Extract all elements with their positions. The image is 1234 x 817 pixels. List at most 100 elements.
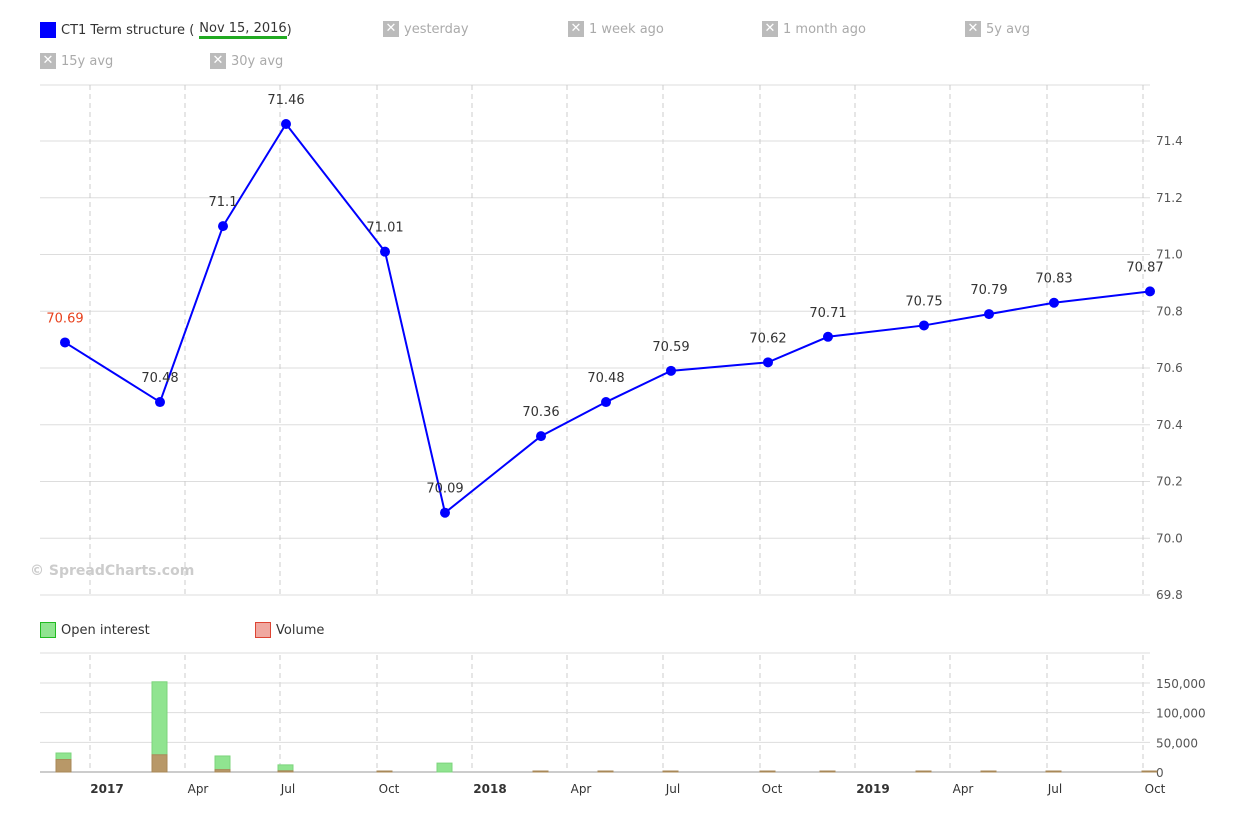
legend-swatch <box>255 622 271 638</box>
legend-volume[interactable]: Volume <box>255 622 324 638</box>
data-label: 70.69 <box>46 311 83 326</box>
data-point <box>1049 297 1059 308</box>
data-point <box>536 431 546 442</box>
volume-bar <box>214 769 231 773</box>
data-label: 70.36 <box>522 405 559 420</box>
legend-main-label: CT1 Term structure ( <box>61 22 195 38</box>
x-tick-label: Jul <box>1047 782 1062 796</box>
x-tick-label: 2018 <box>473 782 506 796</box>
y-tick-label: 100,000 <box>1156 707 1206 721</box>
legend-date[interactable]: Nov 15, 2016 <box>199 21 287 39</box>
y-tick-label: 50,000 <box>1156 736 1198 750</box>
data-point <box>919 320 929 331</box>
legend-label: 1 month ago <box>783 21 866 37</box>
legend-30y[interactable]: ✕ 30y avg <box>210 53 283 69</box>
data-point <box>155 397 165 408</box>
close-icon: ✕ <box>762 21 778 37</box>
close-icon: ✕ <box>210 53 226 69</box>
legend-1-week[interactable]: ✕ 1 week ago <box>568 21 664 37</box>
volume-bar <box>532 770 549 773</box>
volume-bar <box>376 770 393 773</box>
volume-bar <box>915 770 932 773</box>
y-tick-label: 150,000 <box>1156 677 1206 691</box>
data-point <box>823 331 833 342</box>
data-point <box>218 221 228 232</box>
open-interest-bar <box>436 762 453 773</box>
legend-main[interactable]: CT1 Term structure (Nov 15, 2016) <box>40 21 292 39</box>
x-tick-label: Apr <box>188 782 209 796</box>
legend-label: 30y avg <box>231 53 284 69</box>
volume-bar <box>1141 770 1158 773</box>
volume-bar <box>55 759 72 773</box>
legend-label: 5y avg <box>986 21 1031 37</box>
legend-suffix: ) <box>286 22 292 38</box>
legend-open-interest[interactable]: Open interest <box>40 622 150 638</box>
legend-yesterday[interactable]: ✕ yesterday <box>383 21 469 37</box>
y-tick-label: 71.0 <box>1156 248 1183 262</box>
watermark: © SpreadCharts.com <box>30 563 195 579</box>
x-tick-label: Jul <box>665 782 680 796</box>
data-point <box>984 309 994 320</box>
data-point <box>440 507 450 518</box>
legend-swatch <box>40 22 56 38</box>
legend-1-month[interactable]: ✕ 1 month ago <box>762 21 866 37</box>
data-label: 70.48 <box>587 371 624 386</box>
data-point <box>281 118 291 129</box>
data-label: 71.1 <box>209 195 238 210</box>
data-label: 70.09 <box>426 482 463 497</box>
y-tick-label: 71.2 <box>1156 191 1183 205</box>
data-point <box>666 365 676 376</box>
y-tick-label: 71.4 <box>1156 134 1183 148</box>
data-point <box>380 246 390 257</box>
x-tick-label: Apr <box>953 782 974 796</box>
x-tick-label: Oct <box>762 782 783 796</box>
legend-5y[interactable]: ✕ 5y avg <box>965 21 1030 37</box>
legend-label: Volume <box>276 622 325 638</box>
close-icon: ✕ <box>965 21 981 37</box>
y-tick-label: 70.2 <box>1156 475 1183 489</box>
data-label: 71.01 <box>366 221 403 236</box>
x-tick-label: 2017 <box>90 782 123 796</box>
y-tick-label: 70.8 <box>1156 304 1183 318</box>
volume-bar <box>151 754 168 773</box>
data-label: 71.46 <box>267 93 304 108</box>
data-point <box>763 357 773 368</box>
data-point <box>60 337 70 348</box>
data-label: 70.48 <box>141 371 178 386</box>
x-tick-label: Apr <box>571 782 592 796</box>
x-tick-label: Oct <box>1145 782 1166 796</box>
volume-bar <box>277 770 294 773</box>
data-point <box>601 397 611 408</box>
volume-bar <box>759 770 776 773</box>
legend-label: yesterday <box>404 21 469 37</box>
legend-15y[interactable]: ✕ 15y avg <box>40 53 113 69</box>
data-label: 70.59 <box>652 340 689 355</box>
close-icon: ✕ <box>383 21 399 37</box>
data-point <box>1145 286 1155 297</box>
x-tick-label: Jul <box>280 782 295 796</box>
volume-bar <box>1045 770 1062 773</box>
volume-bar <box>597 770 614 773</box>
data-label: 70.79 <box>970 283 1007 298</box>
data-label: 70.87 <box>1126 260 1163 275</box>
legend-label: 1 week ago <box>589 21 664 37</box>
data-label: 70.71 <box>809 306 846 321</box>
legend-swatch <box>40 622 56 638</box>
data-label: 70.62 <box>749 331 786 346</box>
volume-bar <box>980 770 997 773</box>
volume-bar <box>819 770 836 773</box>
x-tick-label: 2019 <box>856 782 889 796</box>
close-icon: ✕ <box>568 21 584 37</box>
y-tick-label: 70.6 <box>1156 361 1183 375</box>
legend-label: 15y avg <box>61 53 114 69</box>
close-icon: ✕ <box>40 53 56 69</box>
x-tick-label: Oct <box>379 782 400 796</box>
y-tick-label: 0 <box>1156 766 1164 780</box>
legend-label: Open interest <box>61 622 150 638</box>
data-label: 70.83 <box>1035 272 1072 287</box>
data-label: 70.75 <box>905 294 942 309</box>
y-tick-label: 70.4 <box>1156 418 1183 432</box>
y-tick-label: 70.0 <box>1156 531 1183 545</box>
